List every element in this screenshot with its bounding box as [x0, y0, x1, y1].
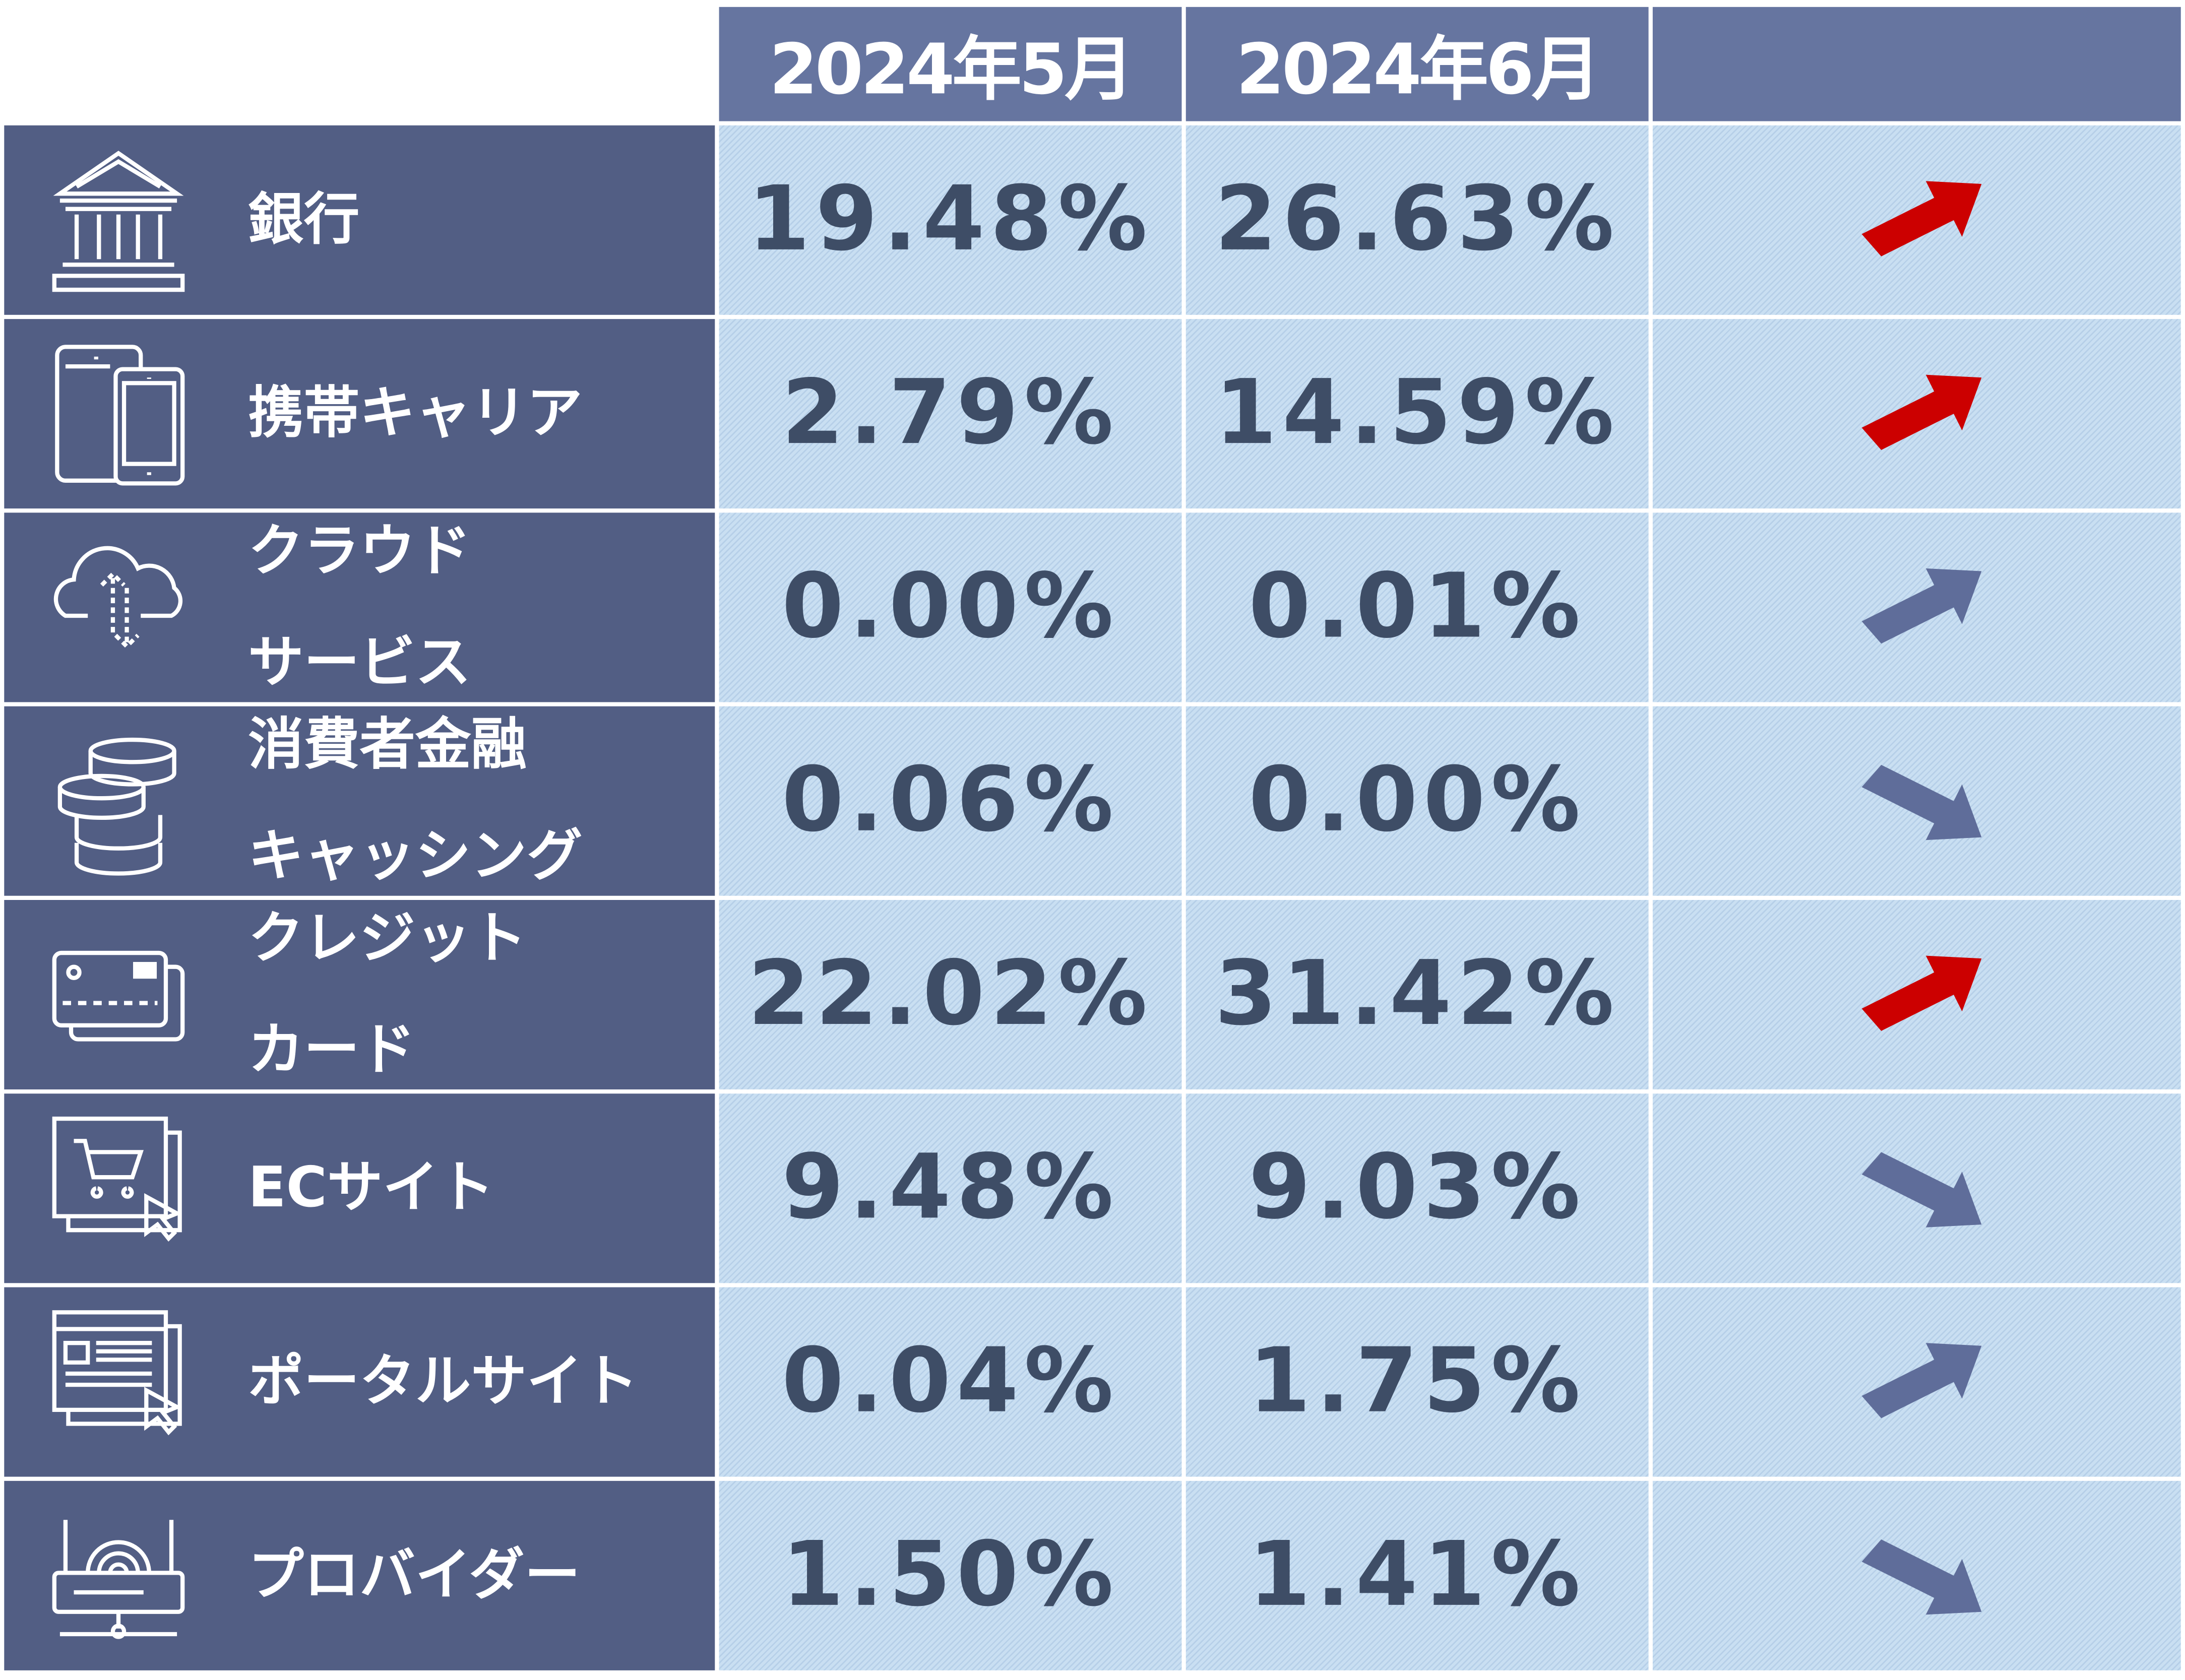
ec-site-cart-icon: [52, 1116, 182, 1242]
trend-up-arrow-icon: [1861, 181, 1981, 256]
category-label: ポータルサイト: [248, 1349, 639, 1414]
june-value: 14.59%: [1185, 319, 1649, 509]
category-label: プロバイダー: [248, 1543, 581, 1608]
may-value: 9.48%: [719, 1093, 1182, 1283]
router-icon: [52, 1520, 185, 1639]
category-label: ECサイト: [248, 1156, 494, 1220]
trend-cell: [1652, 1093, 2181, 1283]
trend-cell: [1652, 512, 2181, 702]
mobile-devices-icon: [55, 345, 185, 486]
row-label-2: 携帯キャリア: [4, 319, 715, 509]
trend-down-arrow-icon: [1861, 1152, 1981, 1227]
trend-down-arrow-icon: [1861, 1539, 1981, 1615]
trend-cell: [1652, 319, 2181, 509]
trend-down-arrow-icon: [1861, 764, 1981, 841]
trend-cell: [1652, 899, 2181, 1089]
trend-cell: [1652, 1480, 2181, 1670]
category-label: クレジット カード: [248, 907, 527, 1083]
category-label: 銀行: [248, 188, 360, 252]
trend-up-arrow-icon: [1861, 1343, 1981, 1418]
header-june-2024: 2024年6月: [1185, 7, 1649, 121]
june-value: 1.75%: [1185, 1287, 1649, 1477]
trend-up-arrow-icon: [1861, 955, 1981, 1031]
may-value: 1.50%: [719, 1480, 1182, 1670]
june-value: 9.03%: [1185, 1093, 1649, 1283]
portal-site-icon: [52, 1310, 182, 1436]
trend-cell: [1652, 706, 2181, 896]
june-value: 0.00%: [1185, 706, 1649, 896]
may-value: 19.48%: [719, 125, 1182, 315]
category-label: クラウド サービス: [248, 520, 471, 695]
trend-up-arrow-icon: [1861, 568, 1981, 644]
credit-card-icon: [52, 950, 185, 1042]
category-label: 携帯キャリア: [248, 381, 583, 446]
coins-icon: [57, 737, 176, 876]
trend-cell: [1652, 125, 2181, 315]
row-label-5: クレジット カード: [4, 899, 715, 1089]
cloud-transfer-icon: [53, 546, 183, 650]
may-value: 0.06%: [719, 706, 1182, 896]
may-value: 22.02%: [719, 899, 1182, 1089]
row-label-3: クラウド サービス: [4, 512, 715, 702]
row-label-6: ECサイト: [4, 1093, 715, 1283]
row-label-4: 消費者金融 キャッシング: [4, 706, 715, 896]
may-value: 2.79%: [719, 319, 1182, 509]
june-value: 31.42%: [1185, 899, 1649, 1089]
row-label-1: 銀行: [4, 125, 715, 315]
category-label: 消費者金融 キャッシング: [248, 713, 583, 889]
trend-cell: [1652, 1287, 2181, 1477]
header-may-2024: 2024年5月: [719, 7, 1182, 121]
may-value: 0.00%: [719, 512, 1182, 702]
row-label-8: プロバイダー: [4, 1480, 715, 1670]
june-value: 1.41%: [1185, 1480, 1649, 1670]
header-trend: [1652, 7, 2181, 121]
june-value: 0.01%: [1185, 512, 1649, 702]
row-label-7: ポータルサイト: [4, 1287, 715, 1477]
may-value: 0.04%: [719, 1287, 1182, 1477]
trend-up-arrow-icon: [1861, 374, 1981, 450]
bank-icon: [52, 151, 185, 292]
june-value: 26.63%: [1185, 125, 1649, 315]
